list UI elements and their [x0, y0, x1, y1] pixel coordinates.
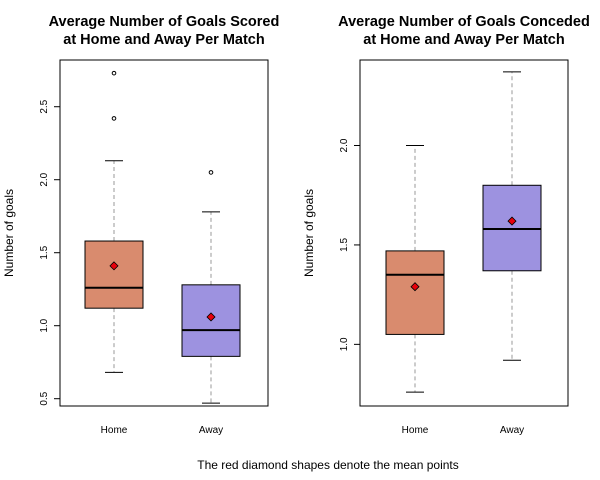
conceded-away-mean-marker — [507, 216, 517, 226]
scored-x-label-home: Home — [101, 425, 128, 436]
conceded-y-tick-label: 1.0 — [339, 337, 350, 351]
scored-y-tick-label: 1.0 — [39, 318, 50, 332]
scored-y-axis-label: Number of goals — [2, 189, 16, 277]
conceded-y-tick-label: 2.0 — [339, 138, 350, 152]
scored-home-mean-marker — [109, 261, 119, 271]
scored-home-outlier — [111, 116, 117, 121]
scored-y-tick-label: 2.0 — [39, 172, 50, 186]
scored-home-box — [84, 240, 144, 309]
scored-boxes — [84, 70, 241, 404]
conceded-home-box — [385, 250, 445, 335]
scored-y-tick-label: 2.5 — [39, 99, 50, 113]
conceded-plot-frame — [359, 59, 569, 407]
scored-panel: Average Number of Goals Scored at Home a… — [2, 14, 279, 436]
conceded-y-axis-label: Number of goals — [302, 189, 316, 277]
conceded-x-label-away: Away — [500, 425, 524, 436]
conceded-y-axis: 1.0 1.5 2.0 — [339, 138, 360, 351]
scored-title-line-1: Average Number of Goals Scored — [49, 14, 280, 30]
conceded-title-line-1: Average Number of Goals Conceded — [338, 14, 590, 30]
scored-home-outlier — [111, 70, 117, 76]
conceded-boxes — [385, 71, 542, 393]
conceded-panel: Average Number of Goals Conceded at Home… — [302, 14, 590, 436]
conceded-home-mean-marker — [410, 282, 420, 292]
scored-away-mean-marker — [206, 312, 216, 322]
conceded-x-label-home: Home — [402, 425, 429, 436]
scored-plot-frame — [59, 59, 269, 407]
conceded-title-line-2: at Home and Away Per Match — [363, 32, 564, 48]
scored-y-tick-label: 1.5 — [39, 245, 50, 259]
caption: The red diamond shapes denote the mean p… — [197, 458, 459, 472]
scored-y-axis: 0.5 1.0 1.5 2.0 2.5 — [39, 99, 60, 406]
scored-away-outlier — [208, 170, 214, 175]
scored-title-line-2: at Home and Away Per Match — [63, 32, 264, 48]
conceded-y-tick-label: 1.5 — [339, 238, 350, 252]
scored-y-tick-label: 0.5 — [39, 391, 50, 405]
scored-x-label-away: Away — [199, 425, 223, 436]
